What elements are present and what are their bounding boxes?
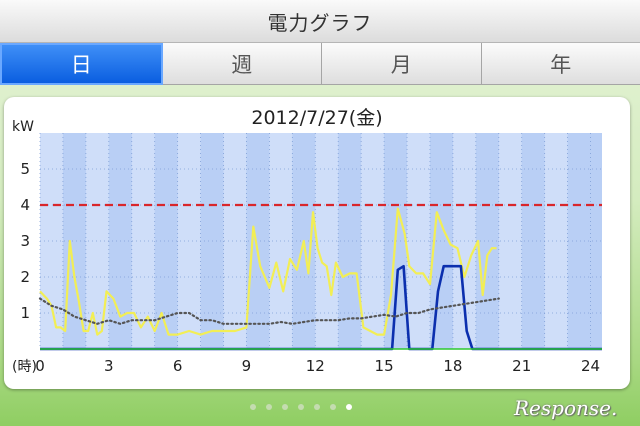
x-tick-label: 18 [443,357,462,375]
page-title: 電力グラフ [267,10,373,35]
hour-stripe [498,133,522,349]
series-average-line [38,297,500,325]
hour-stripe [223,133,247,349]
page-dot[interactable] [282,404,288,410]
page-dot[interactable] [314,404,320,410]
x-tick-label: 3 [104,357,114,375]
y-tick-label: 2 [20,268,30,286]
y-tick-label: 4 [20,196,30,214]
page-dot[interactable] [346,404,352,410]
hour-stripe [131,133,155,349]
tab-month[interactable]: 月 [322,43,482,85]
x-tick-label: 21 [512,357,531,375]
chart-panel: 2012/7/27(金) 1 2 3 4 5 0 3 6 9 12 15 18 21 24 kW (時) [4,97,630,389]
x-tick-label: 12 [306,357,325,375]
hour-stripe [85,133,109,349]
x-tick-label: 9 [242,357,252,375]
x-tick-label: 0 [35,357,45,375]
y-tick-label: 3 [20,232,30,250]
response-logo: Response. [514,396,618,420]
tab-year[interactable]: 年 [481,43,640,85]
page-indicator[interactable] [250,404,352,410]
hour-stripe [407,133,430,349]
hour-stripe [40,133,63,349]
tab-week[interactable]: 週 [162,43,322,85]
x-tick-label: 24 [581,357,600,375]
chart-date-title: 2012/7/27(金) [251,107,383,129]
y-axis-label: kW [12,119,34,135]
y-tick-label: 1 [20,304,30,322]
hour-stripe [315,133,339,349]
page-dot[interactable] [266,404,272,410]
x-tick-label: 6 [173,357,183,375]
page-dot[interactable] [250,404,256,410]
title-bar: 電力グラフ [0,0,640,43]
y-tick-label: 5 [20,160,30,178]
series-usage-line [39,207,497,336]
x-tick-label: 15 [375,357,394,375]
period-tabs: 日 週 月 年 [0,43,640,85]
hour-stripe [177,133,201,349]
tab-day[interactable]: 日 [0,43,163,85]
page-dot[interactable] [330,404,336,410]
page-dot[interactable] [298,404,304,410]
x-axis-label: (時) [12,359,37,375]
